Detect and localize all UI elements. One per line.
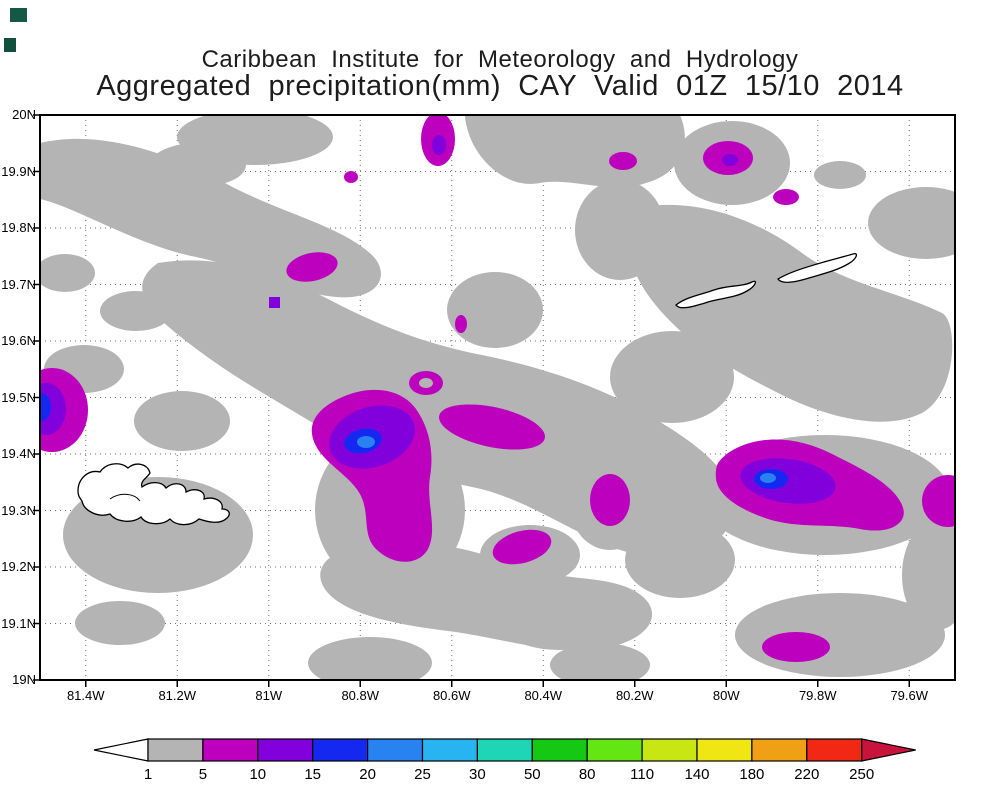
y-tick-label: 19.8N bbox=[1, 220, 36, 235]
north-sound-detail bbox=[109, 493, 141, 502]
precip-1-5mm-contours bbox=[40, 115, 955, 680]
legend-segment bbox=[641, 738, 698, 762]
x-tick-label: 80.4W bbox=[524, 688, 563, 703]
over-range-arrow bbox=[861, 738, 916, 762]
y-tick-label: 19.7N bbox=[1, 276, 36, 292]
window-corner-icon-2 bbox=[4, 38, 16, 52]
cayman-islands-coastlines bbox=[77, 253, 858, 526]
x-tick-label: 80.6W bbox=[432, 688, 471, 703]
legend-segment bbox=[531, 738, 588, 762]
x-tick-label: 80.8W bbox=[341, 688, 380, 703]
y-tick-label: 19.1N bbox=[1, 615, 36, 631]
legend-segment bbox=[367, 738, 424, 762]
plot-border bbox=[39, 114, 956, 681]
grand-cayman-outline bbox=[77, 463, 230, 526]
legend-value: 110 bbox=[630, 766, 655, 783]
legend-value: 80 bbox=[578, 766, 596, 783]
colorbar-legend bbox=[93, 738, 916, 762]
axis-ticks bbox=[33, 114, 910, 687]
legend-segment bbox=[586, 738, 643, 762]
legend-value: 30 bbox=[469, 766, 486, 783]
legend-value: 5 bbox=[198, 766, 208, 783]
x-tick-label: 81.2W bbox=[158, 688, 197, 703]
legend-segment bbox=[476, 738, 533, 762]
institution-title: Caribbean Institute for Meteorology and … bbox=[201, 46, 799, 73]
x-tick-label: 81W bbox=[255, 688, 283, 703]
x-axis-labels: 81.4W 81.2W 81W 80.8W 80.6W 80.4W 80.2W 80W 79.8… bbox=[0, 688, 1000, 704]
x-tick-label: 79.8W bbox=[798, 688, 837, 703]
legend-segment bbox=[257, 738, 314, 762]
y-tick-label: 19.2N bbox=[1, 559, 36, 574]
y-tick-label: 19.5N bbox=[1, 389, 36, 405]
colorbar-values: 1 5 10 15 20 25 30 50 80 110 140 180 220 250 bbox=[0, 766, 1000, 784]
legend-segment bbox=[696, 738, 753, 762]
map-canvas bbox=[33, 114, 956, 687]
legend-value: 25 bbox=[414, 766, 431, 783]
cayman-brac-outline bbox=[777, 253, 858, 284]
x-tick-label: 79.6W bbox=[890, 688, 929, 703]
legend-value: 140 bbox=[684, 766, 710, 783]
legend-segment bbox=[147, 738, 204, 762]
legend-segment bbox=[202, 738, 259, 762]
x-tick-label: 80.2W bbox=[615, 688, 654, 703]
legend-value: 220 bbox=[794, 766, 820, 783]
precip-core-contours bbox=[40, 115, 955, 662]
legend-value: 15 bbox=[304, 766, 322, 783]
legend-value: 1 bbox=[143, 766, 153, 783]
legend-value: 250 bbox=[849, 766, 875, 783]
legend-segment bbox=[806, 738, 863, 762]
legend-segment bbox=[751, 738, 808, 762]
y-tick-label: 20N bbox=[12, 107, 36, 122]
legend-value: 10 bbox=[249, 766, 267, 783]
legend-value: 20 bbox=[359, 766, 376, 783]
y-tick-label: 19.4N bbox=[1, 446, 36, 461]
y-tick-label: 19.9N bbox=[1, 163, 36, 179]
x-tick-label: 81.4W bbox=[66, 688, 105, 703]
y-tick-label: 19.3N bbox=[1, 502, 36, 518]
legend-segment bbox=[421, 738, 479, 762]
under-range-arrow bbox=[93, 738, 149, 762]
window-corner-icon bbox=[10, 8, 27, 22]
plot-title: Aggregated precipitation(mm) CAY Valid 0… bbox=[96, 70, 904, 102]
y-tick-label: 19N bbox=[12, 672, 36, 687]
y-tick-label: 19.6N bbox=[1, 333, 36, 348]
little-cayman-outline bbox=[675, 280, 757, 309]
legend-segment bbox=[312, 738, 369, 762]
x-tick-label: 80W bbox=[712, 688, 740, 703]
legend-value: 180 bbox=[739, 766, 765, 783]
legend-value: 50 bbox=[523, 766, 541, 783]
